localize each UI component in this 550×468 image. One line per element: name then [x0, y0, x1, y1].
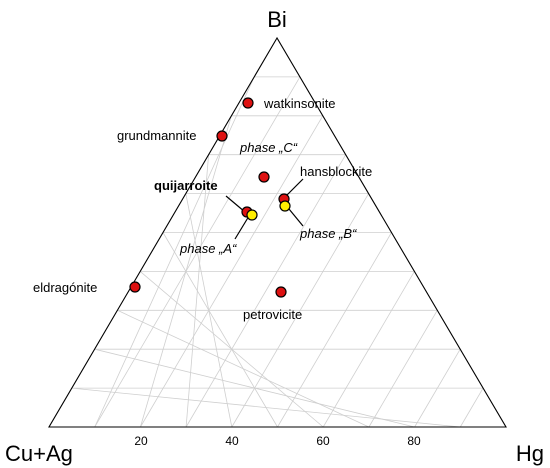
label-phase-a: phase „A“	[179, 241, 237, 256]
vertex-label-cu-ag: Cu+Ag	[5, 441, 73, 466]
leader-phase-a	[234, 215, 250, 240]
label-petrovicite: petrovicite	[243, 307, 302, 322]
label-phase-b: phase „B“	[299, 226, 357, 241]
point-phase-b	[279, 200, 291, 212]
point-phase-a	[246, 209, 258, 221]
label-grundmannite: grundmannite	[117, 128, 197, 143]
grid-line-left-parallel	[368, 310, 438, 428]
label-hansblockite: hansblockite	[300, 164, 372, 179]
tick-label-60: 60	[316, 434, 330, 448]
vertex-label-hg: Hg	[516, 441, 544, 466]
tick-label-40: 40	[225, 434, 239, 448]
point-petrovicite	[275, 286, 287, 298]
grid-line-left-parallel	[277, 232, 392, 428]
leader-quijarroite	[225, 195, 246, 213]
point-eldragonite	[129, 281, 141, 293]
grid-line-right-parallel	[71, 387, 461, 428]
label-watkinsonite: watkinsonite	[263, 96, 336, 111]
grid-line-left-parallel	[459, 387, 484, 428]
triangular-grid	[71, 76, 484, 428]
grid-line-left-parallel	[185, 154, 347, 428]
point-phase-c	[258, 171, 270, 183]
vertex-label-bi: Bi	[267, 7, 287, 32]
label-quijarroite: quijarroite	[154, 178, 218, 193]
point-watkinsonite	[242, 97, 254, 109]
label-phase-c: phase „C“	[239, 140, 298, 155]
point-grundmannite	[216, 130, 228, 142]
grid-line-right-parallel	[117, 309, 370, 428]
grid-line-right-parallel	[162, 232, 278, 428]
tick-label-80: 80	[407, 434, 421, 448]
leader-phase-b	[288, 208, 304, 227]
tick-label-20: 20	[134, 434, 148, 448]
label-eldragonite: eldragónite	[33, 280, 97, 295]
triangle-outline	[48, 36, 507, 428]
